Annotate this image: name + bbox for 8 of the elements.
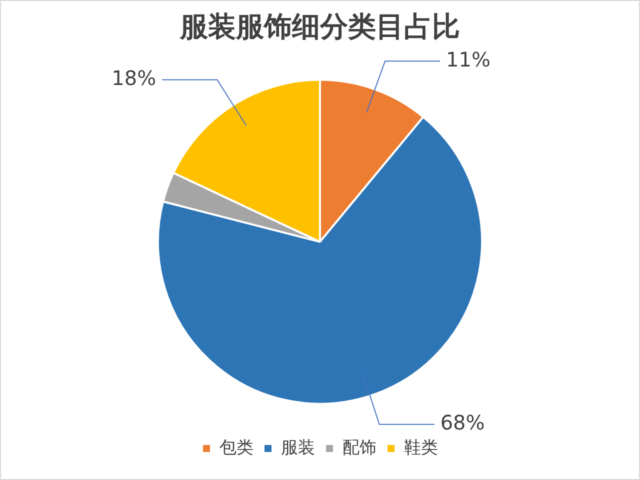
data-label: 68% xyxy=(440,410,485,435)
data-label: 11% xyxy=(446,47,490,72)
chart-title: 服装服饰细分类目占比 xyxy=(179,10,460,44)
legend-label: 包类 xyxy=(220,438,254,458)
legend-label: 鞋类 xyxy=(404,438,438,458)
legend-label: 服装 xyxy=(281,438,315,458)
legend-label: 配饰 xyxy=(342,438,376,458)
data-label: 18% xyxy=(112,66,156,90)
